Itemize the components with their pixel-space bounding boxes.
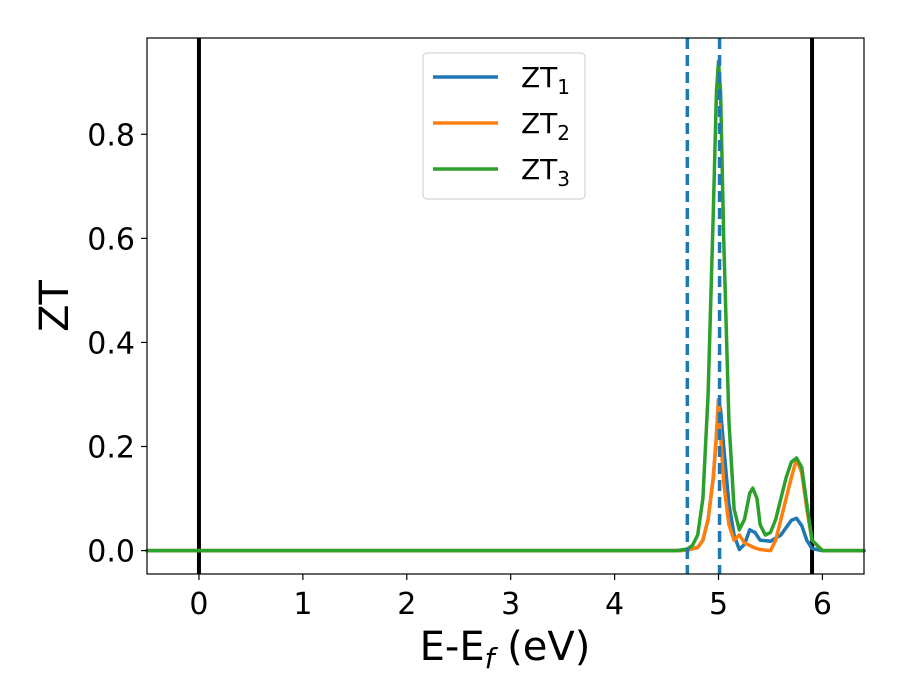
legend-box xyxy=(422,52,586,200)
series-line-zt1 xyxy=(145,397,866,553)
x-tick-label: 3 xyxy=(501,587,520,622)
series-line-zt2 xyxy=(145,397,866,553)
y-tick-label: 0.8 xyxy=(87,118,135,153)
x-tick-label: 0 xyxy=(189,587,208,622)
axes-frame xyxy=(146,37,865,575)
y-axis-ticks: 0.0 0.2 0.4 0.6 0.8 xyxy=(87,118,147,570)
plot-area xyxy=(145,38,866,574)
legend-label-zt3: ZT3 xyxy=(521,153,570,191)
series-line-zt3 xyxy=(145,59,866,553)
y-tick-label: 0.6 xyxy=(87,222,135,257)
x-axis-ticks: 0 1 2 3 4 5 6 xyxy=(189,574,832,622)
x-axis-label: E-Ef (eV) xyxy=(420,624,591,675)
y-axis-label: ZT xyxy=(32,280,78,332)
x-tick-label: 5 xyxy=(709,587,728,622)
legend-label-zt1: ZT1 xyxy=(521,61,570,99)
y-tick-label: 0.2 xyxy=(87,431,135,466)
legend-label-zt2: ZT2 xyxy=(521,107,570,145)
x-tick-label: 6 xyxy=(813,587,832,622)
x-tick-label: 2 xyxy=(397,587,416,622)
x-tick-label: 1 xyxy=(293,587,312,622)
legend: ZT1 ZT2 ZT3 xyxy=(422,52,586,200)
y-tick-label: 0.4 xyxy=(87,326,135,361)
x-tick-label: 4 xyxy=(605,587,624,622)
y-tick-label: 0.0 xyxy=(87,535,135,570)
